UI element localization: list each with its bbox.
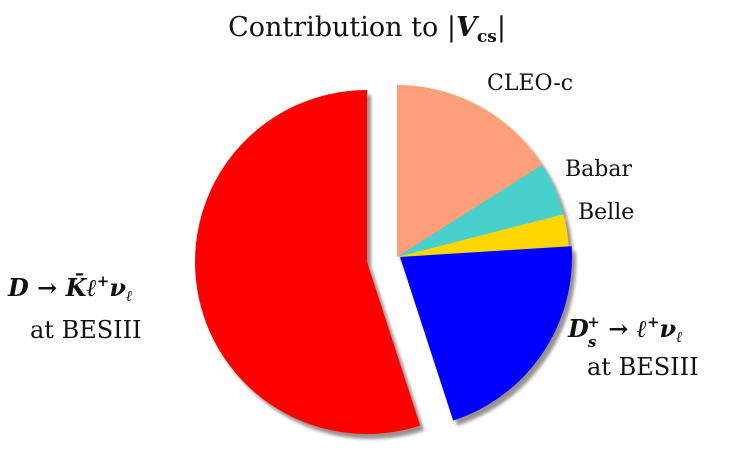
pie-slice-belle [397, 214, 569, 257]
chart-title-bar-left: | [447, 12, 456, 43]
slice-label-belle: Belle [578, 200, 634, 225]
pie-slice-dk [195, 90, 421, 435]
pie-slices [195, 85, 576, 440]
slice-label-cleo: CLEO-c [487, 71, 573, 96]
pie-slice-ds [400, 246, 572, 421]
chart-title: Contribution to |Vcs| [228, 12, 506, 47]
chart-title-subscript: cs [477, 27, 497, 47]
slice-label-babar: Babar [565, 157, 632, 182]
slice-label-dk-line1: D → K̄ℓ+νℓ [7, 272, 132, 305]
chart-title-prefix: Contribution to [228, 12, 447, 43]
pie-slice-cleo [397, 85, 543, 257]
chart-title-symbol: V [456, 12, 480, 43]
pie-slice-babar [397, 164, 564, 257]
chart-title-bar-right: | [497, 12, 506, 43]
slice-label-dk-line2: at BESIII [30, 316, 142, 344]
slice-label-ds-line1: Ds+ → ℓ+νℓ [567, 313, 683, 351]
slice-label-ds-line2: at BESIII [587, 353, 699, 381]
